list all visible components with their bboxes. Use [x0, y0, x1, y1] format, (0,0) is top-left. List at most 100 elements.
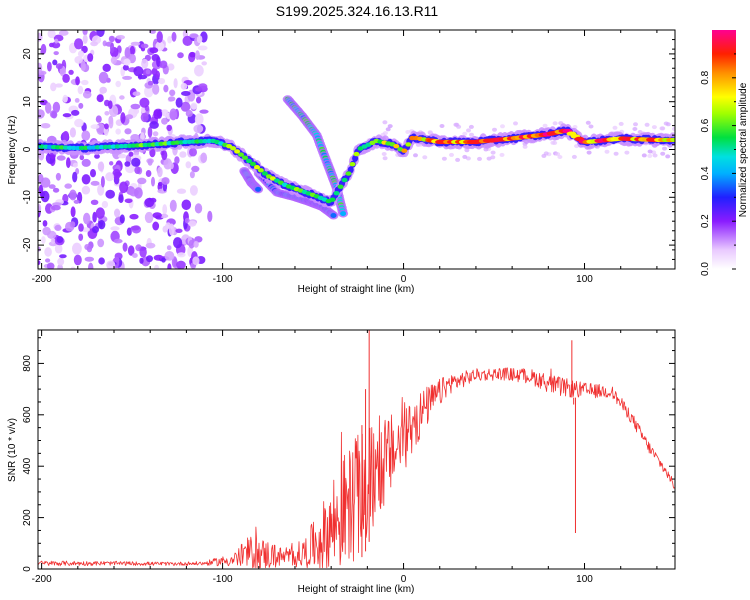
noise-blob: [500, 124, 505, 129]
noise-blob: [612, 125, 618, 130]
noise-blob: [175, 228, 183, 233]
noise-blob: [147, 126, 153, 138]
noise-blob: [188, 239, 195, 249]
noise-blob: [167, 263, 172, 269]
noise-blob: [90, 199, 99, 205]
noise-blob: [184, 217, 190, 224]
noise-blob: [74, 118, 84, 128]
y-tick-label: -20: [22, 237, 33, 252]
noise-blob: [71, 109, 80, 116]
noise-blob: [78, 223, 84, 232]
ridge-core: [234, 149, 241, 154]
noise-blob: [149, 47, 159, 54]
noise-blob: [177, 252, 186, 258]
noise-blob: [66, 157, 71, 169]
noise-blob: [47, 61, 52, 72]
noise-blob: [113, 238, 123, 244]
noise-blob: [38, 173, 44, 184]
y-tick-label: 0: [22, 566, 33, 572]
noise-blob: [39, 99, 48, 106]
noise-blob: [173, 78, 178, 89]
noise-blob: [195, 87, 203, 92]
noise-blob: [95, 207, 105, 219]
noise-blob: [81, 185, 91, 195]
noise-blob: [96, 30, 105, 37]
noise-blob: [490, 150, 496, 155]
noise-blob: [69, 221, 76, 228]
noise-blob: [54, 243, 63, 254]
noise-blob: [50, 237, 56, 244]
ridge-core: [345, 171, 352, 176]
spectrogram-noise: [38, 30, 675, 269]
noise-blob: [72, 242, 82, 255]
noise-blob: [77, 50, 85, 58]
noise-blob: [122, 242, 128, 252]
noise-blob: [90, 124, 100, 130]
noise-blob: [42, 226, 51, 236]
noise-blob: [124, 128, 132, 135]
noise-blob: [167, 36, 173, 44]
noise-blob: [466, 128, 471, 133]
noise-blob: [166, 124, 172, 132]
noise-blob: [550, 140, 556, 145]
noise-blob: [139, 246, 147, 258]
noise-blob: [168, 96, 176, 102]
noise-blob: [73, 199, 80, 204]
noise-blob: [464, 148, 470, 153]
noise-blob: [73, 254, 82, 266]
noise-blob: [145, 242, 156, 249]
noise-blob: [62, 94, 68, 103]
noise-blob: [110, 42, 115, 54]
colorbar-gradient: [712, 30, 736, 269]
noise-blob: [86, 245, 93, 253]
noise-blob: [98, 71, 109, 84]
noise-blob: [137, 177, 147, 185]
noise-blob: [633, 122, 638, 127]
noise-blob: [131, 157, 141, 167]
spectrogram-ylabel: Frequency (Hz): [7, 116, 18, 185]
noise-blob: [173, 237, 183, 249]
noise-blob: [468, 124, 474, 129]
ridge-core: [401, 148, 408, 153]
noise-blob: [179, 151, 187, 158]
noise-blob: [69, 127, 76, 138]
arc-point: [255, 186, 262, 192]
noise-blob: [492, 127, 497, 132]
noise-blob: [62, 130, 69, 141]
noise-blob: [129, 213, 139, 220]
noise-blob: [624, 150, 630, 155]
noise-blob: [58, 30, 69, 36]
noise-blob: [141, 58, 149, 69]
noise-blob: [119, 181, 129, 194]
noise-blob: [128, 151, 134, 157]
noise-blob: [462, 154, 468, 159]
noise-blob: [56, 236, 64, 243]
noise-blob: [82, 34, 88, 44]
noise-blob: [55, 172, 62, 181]
noise-blob: [133, 66, 144, 77]
noise-blob: [665, 122, 671, 127]
noise-blob: [169, 108, 178, 121]
noise-blob: [166, 245, 172, 251]
colorbar-tick-label: 0.6: [700, 118, 711, 132]
noise-blob: [193, 124, 204, 134]
noise-blob: [62, 113, 72, 118]
snr-axes: -200 -100 0 100 0 200 400 600 800: [22, 330, 675, 585]
noise-blob: [161, 117, 168, 125]
noise-blob: [116, 35, 125, 40]
noise-blob: [477, 156, 482, 161]
noise-blob: [134, 187, 143, 199]
noise-blob: [114, 208, 121, 218]
ridge-core: [246, 158, 252, 164]
y-tick-label: -10: [22, 190, 33, 205]
noise-blob: [52, 187, 60, 193]
noise-blob: [130, 103, 141, 110]
noise-blob: [70, 206, 76, 218]
noise-blob: [381, 152, 387, 156]
colorbar-tick-label: 0.4: [700, 166, 711, 180]
noise-blob: [185, 109, 193, 118]
noise-blob: [194, 64, 204, 77]
